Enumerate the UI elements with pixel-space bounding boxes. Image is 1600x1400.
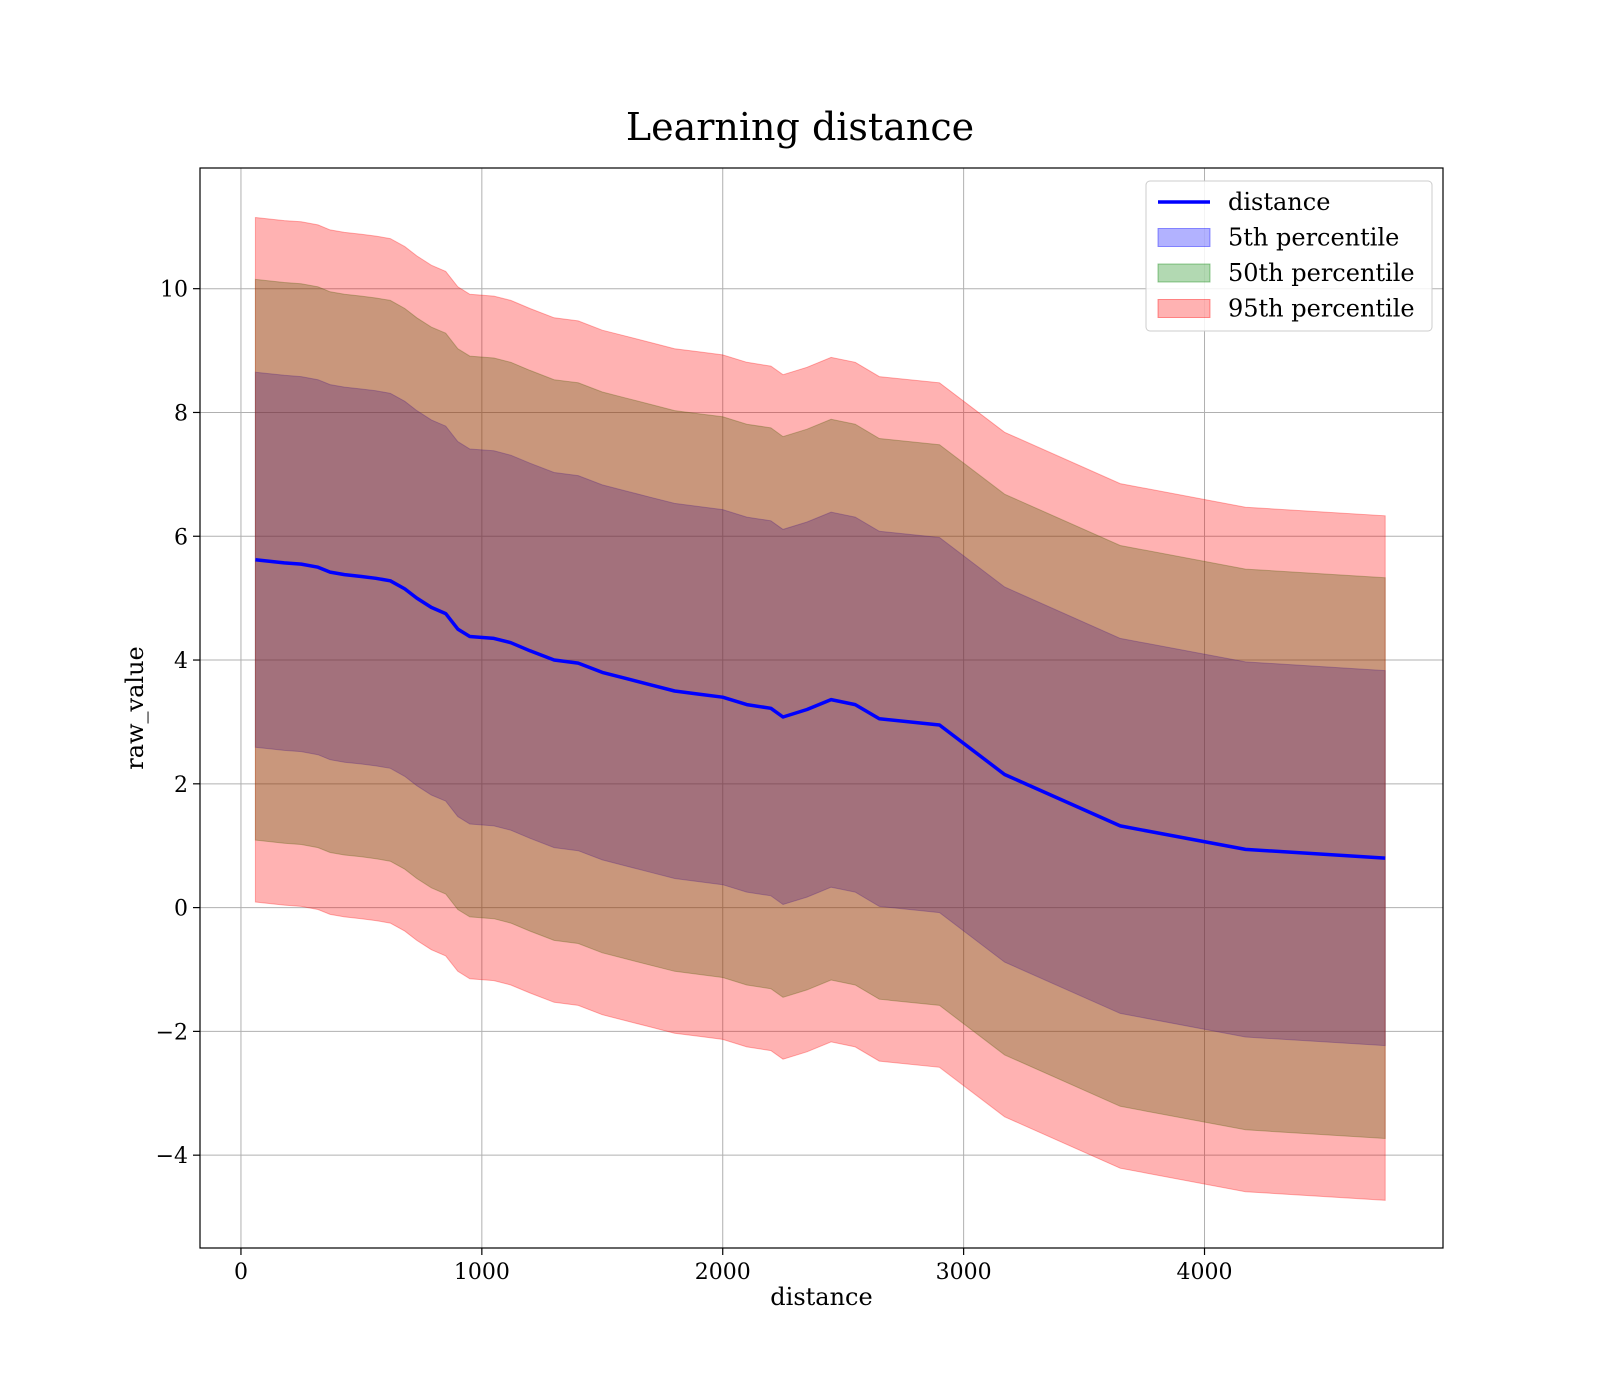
series-lines xyxy=(255,558,1386,860)
x-tick-label: 0 xyxy=(234,1260,248,1285)
5th-percentile-band xyxy=(254,371,1386,1047)
50th-percentile-band xyxy=(254,278,1386,1140)
x-tick-label: 1000 xyxy=(454,1260,510,1285)
y-axis-label: raw_value xyxy=(121,646,149,770)
plot-frame xyxy=(199,167,1444,1249)
y-tick-label: 2 xyxy=(174,773,188,798)
chart-title: Learning distance xyxy=(626,105,974,149)
legend-box xyxy=(1145,180,1433,332)
legend-swatch-95th-percentile xyxy=(1157,299,1211,318)
legend-label-50th-percentile: 50th percentile xyxy=(1228,259,1415,287)
y-tick-label: −4 xyxy=(156,1144,188,1169)
x-axis-label: distance xyxy=(770,1283,872,1311)
axis-ticks: 0 1000 2000 3000 4000 −4 −2 0 2 4 6 8 10 xyxy=(156,278,1233,1285)
legend-swatch-5th-percentile xyxy=(1157,228,1211,247)
y-tick-label: −2 xyxy=(156,1020,188,1045)
legend-label-5th-percentile: 5th percentile xyxy=(1228,224,1399,252)
y-tick-label: 0 xyxy=(174,897,188,922)
x-tick-label: 4000 xyxy=(1177,1260,1233,1285)
y-tick-label: 10 xyxy=(160,278,188,303)
y-tick-label: 4 xyxy=(174,649,188,674)
y-tick-label: 6 xyxy=(174,525,188,550)
legend-label-95th-percentile: 95th percentile xyxy=(1228,295,1415,323)
legend-swatch-50th-percentile xyxy=(1157,263,1211,283)
95th-percentile-band xyxy=(254,216,1386,1201)
legend-label-distance: distance xyxy=(1228,188,1330,216)
x-tick-label: 2000 xyxy=(695,1260,751,1285)
legend: distance 5th percentile 50th percentile 95t… xyxy=(1145,180,1433,332)
percentile-bands xyxy=(254,216,1386,1201)
distance-line xyxy=(255,558,1386,860)
y-tick-label: 8 xyxy=(174,401,188,426)
x-tick-label: 3000 xyxy=(936,1260,992,1285)
